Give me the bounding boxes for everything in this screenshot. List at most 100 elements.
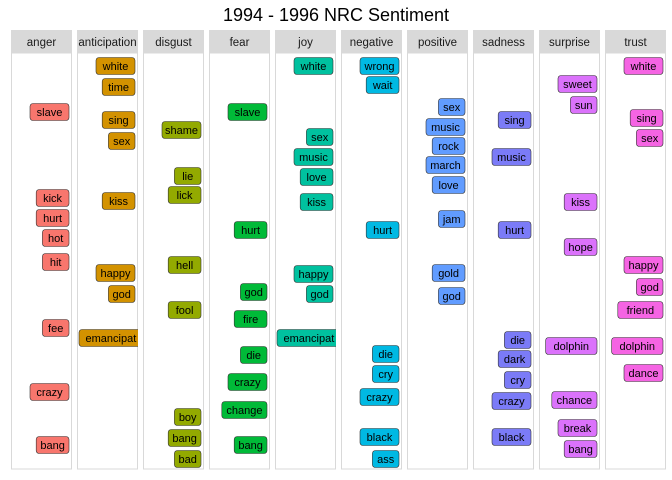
word-text: black (367, 432, 393, 444)
word-text: sex (113, 136, 131, 148)
word-text: lick (177, 190, 193, 202)
word-label: love (431, 176, 466, 194)
word-label: lie (174, 167, 202, 185)
word-box (359, 428, 400, 446)
word-label: black (359, 428, 400, 446)
panel-trust: trust white sing sex happy god friend dolphin da… (605, 30, 666, 470)
word-text: hope (568, 242, 592, 254)
word-label: slave (227, 103, 268, 121)
word-text: emancipat (284, 333, 335, 345)
word-label: sex (108, 132, 136, 150)
word-box (557, 75, 598, 93)
word-text: boy (179, 412, 197, 424)
word-text: crazy (234, 377, 261, 389)
word-label: break (557, 419, 598, 437)
strip-label-disgust: disgust (155, 37, 192, 49)
word-box (372, 365, 400, 383)
word-box (221, 401, 268, 419)
word-box (293, 265, 334, 283)
word-label: hell (167, 256, 202, 274)
word-text: sing (109, 115, 129, 127)
word-box (167, 256, 202, 274)
panel-disgust: disgust shame lie lick hell fool boy bang bad (143, 30, 204, 470)
word-box (623, 57, 664, 75)
word-label: kick (35, 189, 70, 207)
word-label: march (425, 156, 466, 174)
word-text: dolphin (620, 341, 655, 353)
word-label: crazy (359, 388, 400, 406)
word-label: music (491, 148, 532, 166)
word-box (293, 57, 334, 75)
word-label: hurt (365, 221, 400, 239)
word-label: kiss (299, 193, 334, 211)
word-box (570, 96, 598, 114)
word-label: god (108, 285, 136, 303)
word-text: sing (505, 115, 525, 127)
word-label: wrong (359, 57, 400, 75)
strip-anger (11, 30, 72, 53)
word-text: gold (438, 268, 459, 280)
strip-label-negative: negative (350, 37, 393, 49)
word-box (365, 221, 400, 239)
word-label: god (438, 287, 466, 305)
word-text: music (431, 122, 460, 134)
word-text: die (246, 350, 261, 362)
word-label: kiss (101, 192, 136, 210)
word-text: black (499, 432, 525, 444)
word-text: hell (176, 260, 193, 272)
word-label: god (636, 278, 664, 296)
word-label: die (240, 346, 268, 364)
chart-title: 1994 - 1996 NRC Sentiment (223, 5, 449, 25)
word-text: white (300, 61, 327, 73)
word-text: ass (377, 454, 395, 466)
word-label: hurt (233, 221, 268, 239)
word-box (35, 189, 70, 207)
word-box (174, 450, 202, 468)
word-label: dance (623, 364, 664, 382)
word-box (504, 371, 532, 389)
word-box (233, 436, 268, 454)
word-text: sex (311, 132, 329, 144)
strip-anticipation (77, 30, 138, 53)
word-box (623, 256, 664, 274)
word-text: hurt (373, 225, 392, 237)
word-text: bad (179, 454, 197, 466)
word-box (95, 264, 136, 282)
word-box (35, 436, 70, 454)
word-label: ass (372, 450, 400, 468)
word-label: emancipat (276, 329, 336, 347)
word-text: hurt (241, 225, 260, 237)
word-box (227, 373, 268, 391)
word-box (42, 253, 70, 271)
word-box (623, 364, 664, 382)
word-box (108, 132, 136, 150)
word-label: hot (42, 229, 70, 247)
word-box (563, 238, 598, 256)
panel-anger: anger slave kick hurt hot hit fee crazy bang (11, 30, 72, 470)
word-box (101, 111, 136, 129)
word-box (167, 186, 202, 204)
word-box (233, 310, 268, 328)
word-text: god (443, 291, 461, 303)
strip-positive (407, 30, 468, 53)
word-text: cry (378, 369, 393, 381)
word-box (174, 167, 202, 185)
word-box (629, 109, 664, 127)
panel-joy: joy white sex music love kiss happy god emancipa… (275, 30, 336, 470)
word-label: chance (551, 391, 598, 409)
word-label: kiss (563, 193, 598, 211)
word-text: god (245, 287, 263, 299)
strip-label-positive: positive (418, 37, 457, 49)
word-label: white (623, 57, 664, 75)
word-label: shame (161, 121, 202, 139)
strip-label-anger: anger (27, 37, 57, 49)
word-box (174, 408, 202, 426)
word-text: god (113, 289, 131, 301)
word-text: love (439, 180, 459, 192)
word-box (636, 129, 664, 147)
word-label: bang (35, 436, 70, 454)
word-box (233, 221, 268, 239)
word-box (101, 78, 136, 96)
word-label: lick (167, 186, 202, 204)
